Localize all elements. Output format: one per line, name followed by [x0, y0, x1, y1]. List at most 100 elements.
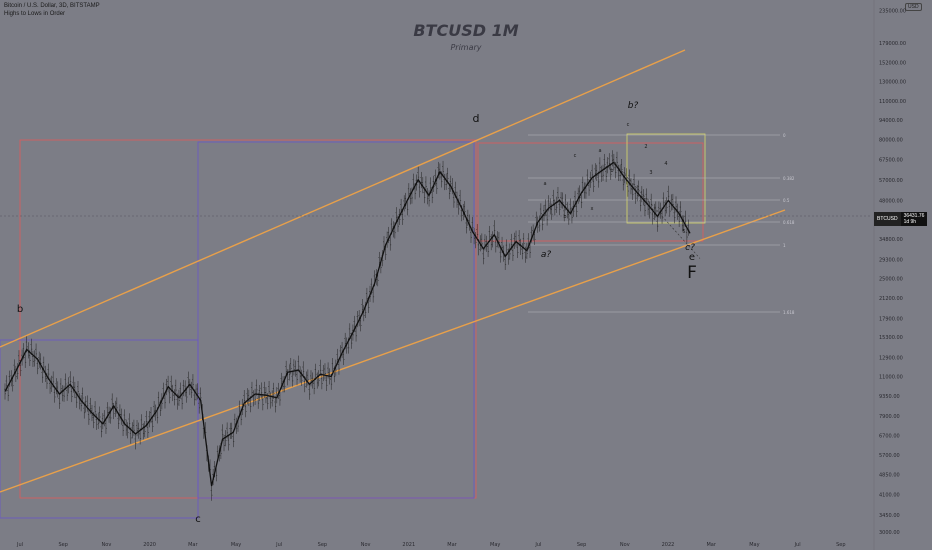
- price-tick-label: 9350.00: [879, 394, 900, 400]
- upper-channel-line: [0, 49, 686, 348]
- red-box-minor: [477, 142, 704, 242]
- time-tick-label: 2022: [662, 542, 675, 548]
- sub-wave-label: a: [543, 181, 546, 187]
- time-tick-label: Sep: [577, 542, 586, 548]
- wave-line: [4, 161, 691, 487]
- sub-wave-label: b: [563, 214, 566, 220]
- sub-wave-label: 2: [644, 144, 647, 150]
- sub-wave-label: b: [610, 168, 613, 174]
- time-tick-label: Jul: [794, 542, 801, 548]
- last-price-value: 36431.76: [903, 213, 925, 219]
- lower-channel-line: [0, 209, 786, 493]
- last-price-symbol: BTCUSD: [874, 212, 901, 226]
- wave-label: c: [195, 514, 201, 525]
- purple-box-minor: [0, 339, 199, 519]
- price-tick-label: 48000.00: [879, 198, 903, 204]
- time-axis[interactable]: Jul Sep Nov 2020 Mar May Jul Sep Nov 2021 Mar May Ju…: [16, 542, 846, 548]
- time-tick-label: Sep: [318, 542, 327, 548]
- fib-label: 1.618: [783, 310, 795, 315]
- last-price-tag: BTCUSD 36431.76 1d 9h: [874, 212, 928, 226]
- box-annotations: [0, 133, 706, 519]
- chart-title: BTCUSD 1M: [413, 21, 518, 40]
- time-tick-label: Mar: [706, 542, 716, 548]
- purple-box-major: [197, 141, 475, 499]
- price-tick-label: 110000.00: [879, 99, 906, 105]
- sub-wave-label: a: [598, 148, 601, 154]
- indicator-name: Highs to Lows in Order: [4, 11, 66, 17]
- chart-subtitle: Primary: [450, 43, 481, 52]
- trend-channel: [0, 49, 786, 493]
- last-price-countdown: 1d 9h: [903, 219, 917, 225]
- fib-label: 0: [783, 133, 786, 138]
- price-tick-label: 4850.00: [879, 472, 900, 478]
- time-tick-label: Jul: [16, 542, 23, 548]
- price-tick-label: 235000.00: [879, 9, 906, 15]
- red-box-major: [19, 139, 477, 499]
- price-bars: [4, 150, 690, 501]
- time-tick-label: May: [490, 542, 500, 548]
- price-tick-label: 11000.00: [879, 374, 903, 380]
- price-tick-label: 152000.00: [879, 61, 906, 67]
- time-tick-label: May: [231, 542, 241, 548]
- projection-line: [613, 162, 701, 259]
- time-tick-label: Nov: [361, 542, 371, 548]
- sub-wave-label: 3: [649, 170, 652, 176]
- price-tick-label: 21200.00: [879, 296, 903, 302]
- time-tick-label: Sep: [58, 542, 67, 548]
- wave-label: a?: [541, 250, 552, 260]
- currency-badge[interactable]: USD: [905, 3, 922, 11]
- price-axis[interactable]: 235000.00 179000.00 152000.00 130000.00 1100…: [873, 0, 906, 550]
- price-tick-label: 57000.00: [879, 178, 903, 184]
- price-tick-label: 80000.00: [879, 137, 903, 143]
- price-tick-label: 6700.00: [879, 434, 900, 440]
- price-tick-label: 4100.00: [879, 492, 900, 498]
- wave-label: F: [687, 263, 697, 283]
- wave-path: [4, 161, 701, 487]
- fib-levels: 0 0.382 0.5 0.618 1 1.618: [0, 133, 872, 315]
- fib-label: 0.382: [783, 176, 795, 181]
- fib-label: 1: [783, 243, 786, 248]
- fib-label: 0.5: [783, 198, 790, 203]
- price-tick-label: 12900.00: [879, 355, 903, 361]
- yellow-box: [626, 133, 706, 224]
- price-tick-label: 25000.00: [879, 276, 903, 282]
- time-tick-label: 2020: [143, 542, 156, 548]
- sub-wave-label: c: [627, 122, 630, 128]
- sub-wave-label: c: [574, 153, 577, 159]
- sub-wave-label: 1: [643, 198, 646, 204]
- wave-label: c?: [685, 243, 695, 253]
- time-tick-label: Jul: [534, 542, 541, 548]
- price-tick-label: 67500.00: [879, 158, 903, 164]
- fib-label: 0.618: [783, 220, 795, 225]
- sub-wave-label: x: [591, 206, 594, 212]
- wave-label: b?: [628, 101, 639, 111]
- price-tick-label: 7900.00: [879, 414, 900, 420]
- price-tick-label: 130000.00: [879, 79, 906, 85]
- wave-label: e: [689, 252, 695, 263]
- price-tick-label: 94000.00: [879, 118, 903, 124]
- time-tick-label: Nov: [102, 542, 112, 548]
- price-tick-label: 29300.00: [879, 257, 903, 263]
- sub-wave-label: 4: [664, 161, 667, 167]
- price-tick-label: 3000.00: [879, 530, 900, 536]
- wave-label: d: [473, 112, 480, 125]
- symbol-description: Bitcoin / U.S. Dollar, 3D, BITSTAMP: [4, 3, 100, 9]
- time-tick-label: Nov: [620, 542, 630, 548]
- sub-wave-label: 5: [682, 229, 685, 235]
- time-tick-label: Mar: [447, 542, 457, 548]
- time-tick-label: Mar: [188, 542, 198, 548]
- price-tick-label: 15300.00: [879, 335, 903, 341]
- time-tick-label: May: [749, 542, 759, 548]
- time-tick-label: Sep: [836, 542, 845, 548]
- price-tick-label: 5700.00: [879, 453, 900, 459]
- wave-labels: b c d b? a? c?eFa b c x a b c 1 2 3 4 5: [17, 101, 697, 525]
- time-tick-label: Jul: [275, 542, 282, 548]
- price-tick-label: 179000.00: [879, 41, 906, 47]
- price-tick-label: 17900.00: [879, 316, 903, 322]
- time-tick-label: 2021: [402, 542, 415, 548]
- price-tick-label: 3450.00: [879, 513, 900, 519]
- wave-label: b: [17, 304, 23, 315]
- price-tick-label: 34800.00: [879, 237, 903, 243]
